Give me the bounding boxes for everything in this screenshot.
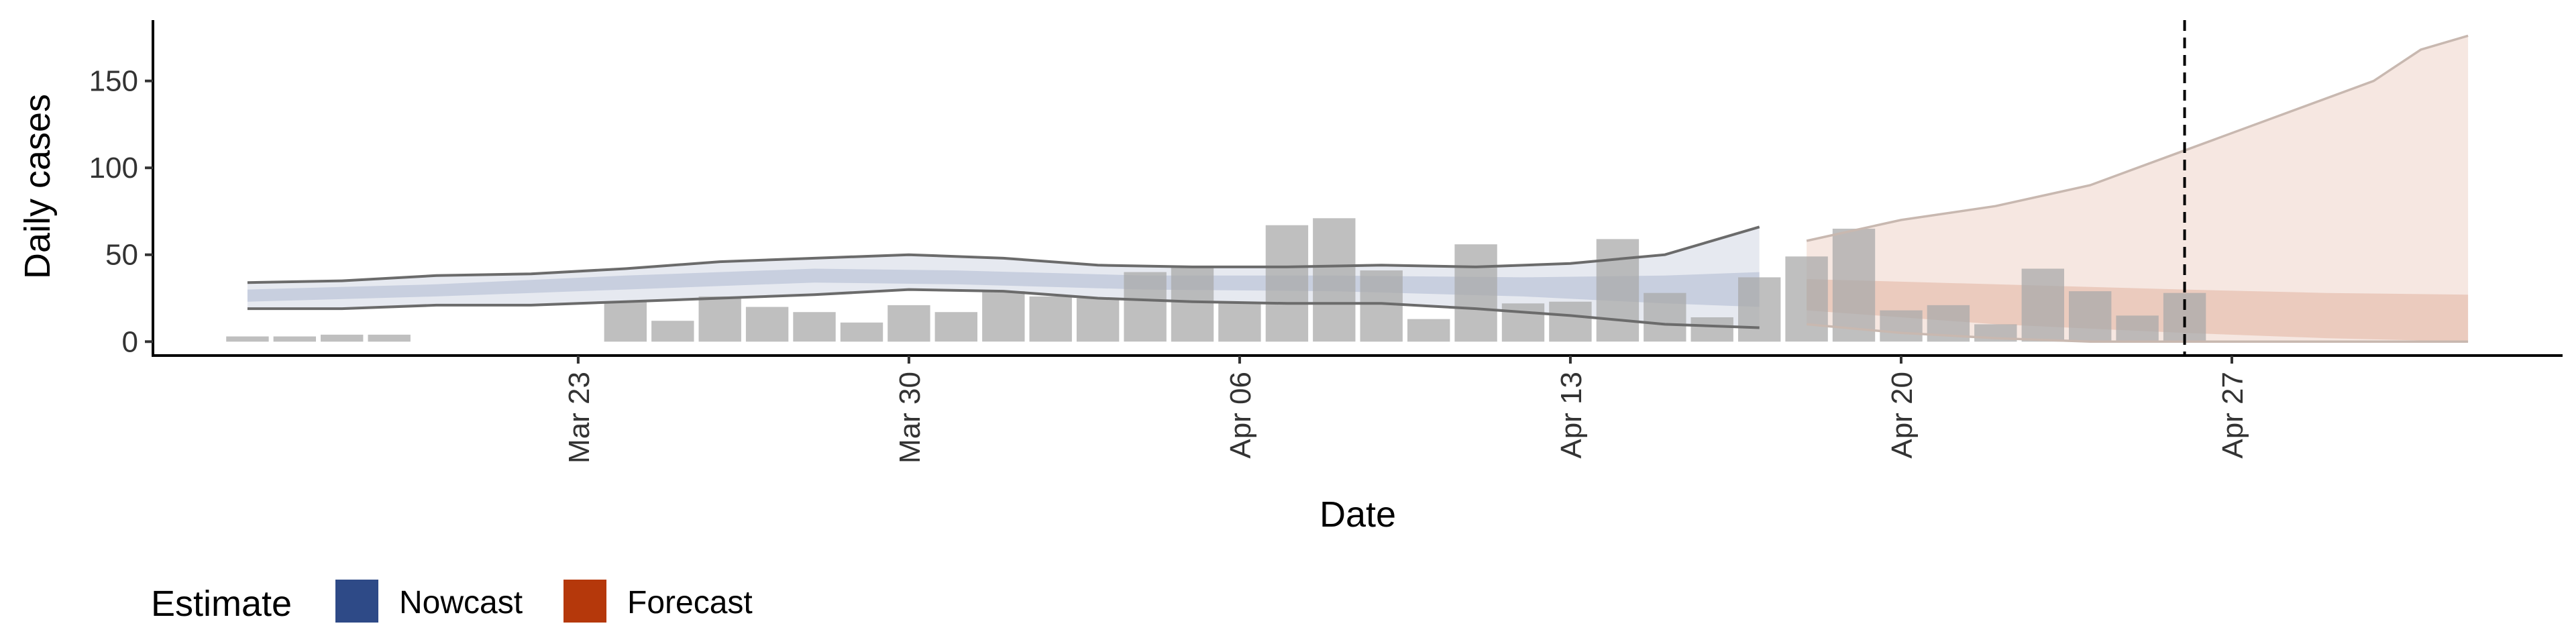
case-bar-2020-03-18	[321, 334, 364, 342]
legend-swatch-nowcast	[335, 580, 378, 623]
x-tick-label: Mar 30	[894, 372, 926, 464]
x-tick-label: Apr 20	[1886, 372, 1919, 459]
nowcast-lower-bound-line	[247, 288, 1760, 329]
legend-title: Estimate	[151, 584, 292, 624]
case-bar-2020-04-20	[1880, 310, 1923, 342]
nowcast-upper-bound-line	[247, 225, 1760, 284]
case-bar-2020-03-25	[651, 321, 694, 342]
case-bar-2020-04-23	[2021, 268, 2064, 342]
case-bar-2020-04-06	[1218, 303, 1261, 342]
case-bar-2020-04-13	[1549, 301, 1592, 342]
legend: Estimate Nowcast Forecast	[151, 580, 753, 624]
case-bar-2020-03-24	[604, 301, 647, 342]
case-bar-2020-04-16	[1690, 317, 1733, 342]
case-bar-2020-04-07	[1265, 225, 1309, 342]
case-bar-2020-04-12	[1501, 303, 1545, 342]
y-axis-title: Daily cases	[17, 94, 58, 279]
x-tick-label: Mar 23	[563, 372, 596, 464]
y-tick-label: 50	[105, 239, 138, 272]
x-axis-ticks: Mar 23 Mar 30 Apr 06 Apr 13 Apr 20 Apr 27	[563, 356, 2249, 464]
forecast-band-50	[1807, 279, 2469, 342]
plot-area	[226, 20, 2469, 356]
case-bar-2020-04-15	[1644, 292, 1686, 342]
case-bar-2020-04-11	[1454, 244, 1497, 342]
case-bar-2020-04-18	[1785, 256, 1828, 342]
legend-label-forecast: Forecast	[627, 585, 753, 621]
case-bar-2020-04-03	[1076, 298, 1120, 342]
x-tick-label: Apr 06	[1224, 372, 1257, 459]
y-tick-label: 0	[122, 325, 138, 358]
case-bar-2020-03-30	[888, 305, 930, 342]
legend-label-nowcast: Nowcast	[399, 585, 523, 621]
x-axis-title: Date	[1320, 494, 1396, 535]
case-bar-2020-04-14	[1596, 239, 1640, 342]
case-bar-2020-04-24	[2069, 291, 2112, 342]
case-bar-2020-04-04	[1124, 272, 1167, 342]
legend-swatch-forecast	[564, 580, 606, 623]
case-bar-2020-03-26	[698, 296, 741, 342]
x-tick-label: Apr 27	[2216, 372, 2249, 459]
y-tick-label: 150	[89, 65, 138, 98]
y-tick-label: 100	[89, 152, 138, 184]
forecast-band-90	[1807, 36, 2469, 342]
case-bar-2020-03-31	[934, 312, 977, 342]
case-bar-2020-04-09	[1360, 270, 1403, 342]
case-bar-2020-04-19	[1832, 228, 1876, 342]
case-bar-2020-03-16	[226, 336, 269, 342]
case-bar-2020-04-10	[1407, 319, 1450, 342]
x-tick-label: Apr 13	[1555, 372, 1588, 459]
case-bar-2020-03-19	[368, 334, 411, 342]
case-bar-2020-04-08	[1313, 218, 1356, 342]
case-bar-2020-03-28	[793, 312, 836, 342]
case-bar-2020-03-29	[840, 322, 883, 342]
y-axis-ticks: 0 50 100 150	[89, 65, 153, 358]
case-bar-2020-04-01	[982, 291, 1025, 342]
case-bar-2020-03-27	[745, 307, 789, 342]
case-bar-2020-04-05	[1171, 266, 1214, 342]
case-bar-2020-03-17	[273, 336, 316, 342]
case-bar-2020-04-25	[2116, 315, 2159, 342]
case-bar-2020-04-17	[1738, 277, 1781, 342]
case-bar-2020-04-02	[1029, 296, 1072, 342]
